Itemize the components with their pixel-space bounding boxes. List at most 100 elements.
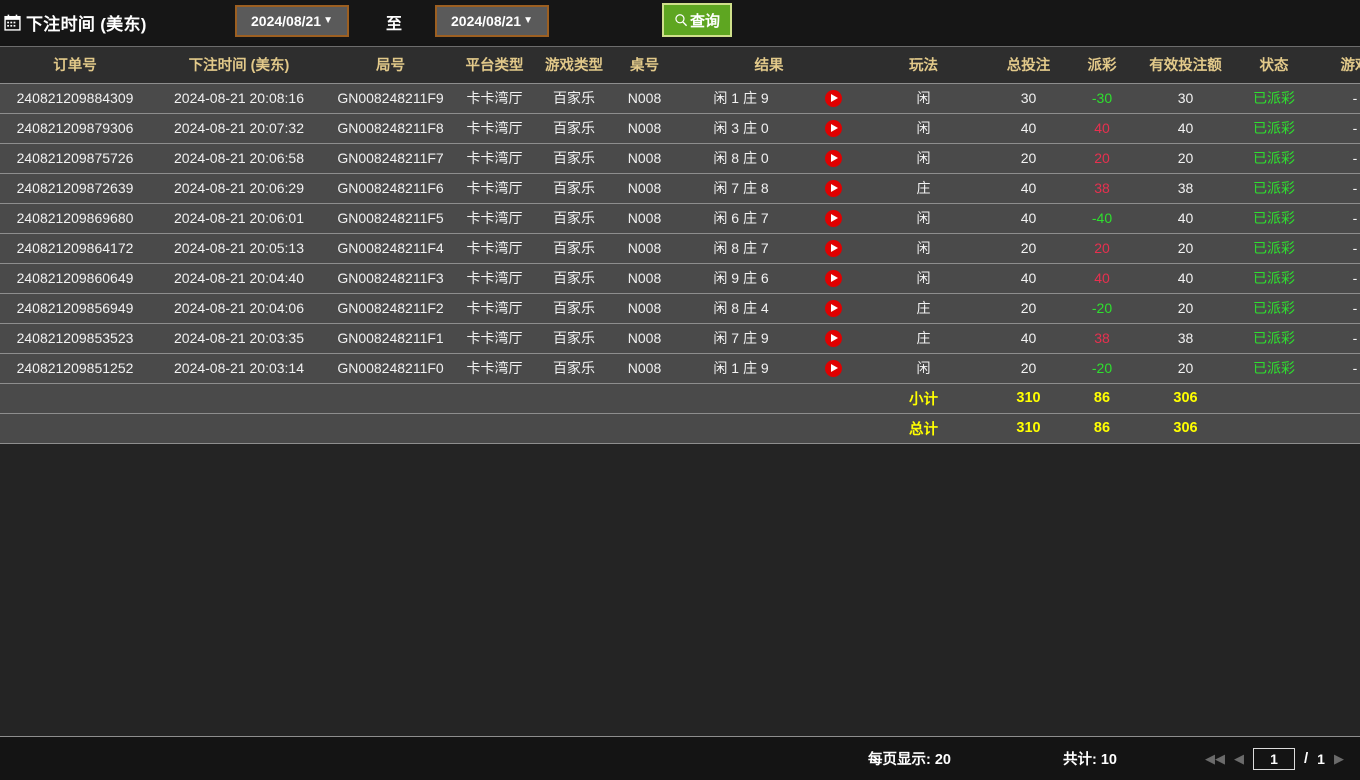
cell-order: 240821209879306 bbox=[0, 113, 150, 144]
cell-bet-time: 2024-08-21 20:03:14 bbox=[150, 353, 328, 384]
cell-bet-type: 闲 bbox=[861, 113, 986, 144]
cell-replay bbox=[805, 233, 861, 264]
cell-bet-time: 2024-08-21 20:04:06 bbox=[150, 293, 328, 324]
play-icon[interactable] bbox=[824, 359, 842, 377]
cell-platform: 卡卡湾厅 bbox=[453, 203, 536, 234]
table-header-row: 订单号 下注时间 (美东) 局号 平台类型 游戏类型 桌号 结果 玩法 总投注 … bbox=[0, 47, 1360, 84]
table-row[interactable]: 240821209856949 2024-08-21 20:04:06 GN0082… bbox=[0, 293, 1360, 324]
column-header-result[interactable]: 结果 bbox=[677, 47, 861, 84]
cell-replay bbox=[805, 143, 861, 174]
column-header-table-no[interactable]: 桌号 bbox=[612, 47, 677, 84]
play-icon[interactable] bbox=[824, 179, 842, 197]
table-row[interactable]: 240821209864172 2024-08-21 20:05:13 GN0082… bbox=[0, 233, 1360, 264]
cell-bet-type: 闲 bbox=[861, 203, 986, 234]
cell-bet-time: 2024-08-21 20:08:16 bbox=[150, 83, 328, 114]
cell-payout: -40 bbox=[1071, 203, 1133, 234]
table-row[interactable]: 240821209860649 2024-08-21 20:04:40 GN0082… bbox=[0, 263, 1360, 294]
cell-status: 已派彩 bbox=[1238, 113, 1310, 144]
table-row[interactable]: 240821209875726 2024-08-21 20:06:58 GN0082… bbox=[0, 143, 1360, 174]
play-icon[interactable] bbox=[824, 149, 842, 167]
cell-platform: 卡卡湾厅 bbox=[453, 293, 536, 324]
cell-total-bet: 40 bbox=[986, 263, 1071, 294]
cell-result: 闲 8 庄 7 bbox=[677, 233, 805, 264]
cell-valid-bet: 20 bbox=[1133, 143, 1238, 174]
cell-table-no: N008 bbox=[612, 203, 677, 234]
chevron-down-icon: ▼ bbox=[323, 15, 333, 26]
column-header-round[interactable]: 局号 bbox=[328, 47, 453, 84]
summary-valid-bet: 306 bbox=[1133, 383, 1238, 414]
cell-result: 闲 7 庄 9 bbox=[677, 323, 805, 354]
cell-bet-time: 2024-08-21 20:07:32 bbox=[150, 113, 328, 144]
cell-table-no: N008 bbox=[612, 353, 677, 384]
play-icon[interactable] bbox=[824, 269, 842, 287]
summary-row: 小计 310 86 306 bbox=[0, 383, 1360, 414]
summary-payout: 86 bbox=[1071, 413, 1133, 444]
page-input[interactable]: 1 bbox=[1253, 747, 1295, 770]
summary-spacer bbox=[453, 413, 536, 444]
date-to-picker[interactable]: 2024/08/21 ▼ bbox=[435, 5, 549, 37]
cell-bet-type: 闲 bbox=[861, 83, 986, 114]
summary-label: 总计 bbox=[861, 413, 986, 444]
cell-platform: 卡卡湾厅 bbox=[453, 143, 536, 174]
column-header-total-bet[interactable]: 总投注 bbox=[986, 47, 1071, 84]
summary-spacer bbox=[0, 413, 150, 444]
cell-total-bet: 30 bbox=[986, 83, 1071, 114]
play-icon[interactable] bbox=[824, 119, 842, 137]
column-header-bet-type[interactable]: 玩法 bbox=[861, 47, 986, 84]
table-row[interactable]: 240821209872639 2024-08-21 20:06:29 GN0082… bbox=[0, 173, 1360, 204]
cell-valid-bet: 40 bbox=[1133, 263, 1238, 294]
cell-payout: -20 bbox=[1071, 353, 1133, 384]
summary-row: 总计 310 86 306 bbox=[0, 413, 1360, 444]
first-page-icon[interactable]: ◀◀ bbox=[1205, 751, 1225, 766]
play-icon[interactable] bbox=[824, 299, 842, 317]
cell-replay bbox=[805, 83, 861, 114]
column-header-bet-time[interactable]: 下注时间 (美东) bbox=[150, 47, 328, 84]
cell-table-no: N008 bbox=[612, 323, 677, 354]
cell-order: 240821209872639 bbox=[0, 173, 150, 204]
column-header-status[interactable]: 状态 bbox=[1238, 47, 1310, 84]
column-header-order[interactable]: 订单号 bbox=[0, 47, 150, 84]
column-header-platform[interactable]: 平台类型 bbox=[453, 47, 536, 84]
play-icon[interactable] bbox=[824, 239, 842, 257]
play-icon[interactable] bbox=[824, 209, 842, 227]
cell-replay bbox=[805, 263, 861, 294]
table-row[interactable]: 240821209879306 2024-08-21 20:07:32 GN0082… bbox=[0, 113, 1360, 144]
cell-valid-bet: 20 bbox=[1133, 293, 1238, 324]
cell-game: - bbox=[1310, 203, 1360, 234]
cell-round: GN008248211F1 bbox=[328, 323, 453, 354]
cell-game-type: 百家乐 bbox=[536, 203, 612, 234]
cell-total-bet: 40 bbox=[986, 173, 1071, 204]
cell-valid-bet: 30 bbox=[1133, 83, 1238, 114]
cell-result: 闲 8 庄 4 bbox=[677, 293, 805, 324]
per-page-label: 每页显示: 20 bbox=[868, 752, 951, 768]
table-row[interactable]: 240821209853523 2024-08-21 20:03:35 GN0082… bbox=[0, 323, 1360, 354]
summary-spacer bbox=[150, 413, 328, 444]
cell-valid-bet: 40 bbox=[1133, 113, 1238, 144]
column-header-game-type[interactable]: 游戏类型 bbox=[536, 47, 612, 84]
summary-spacer bbox=[612, 413, 677, 444]
query-button[interactable]: 查询 bbox=[662, 3, 732, 37]
cell-payout: -20 bbox=[1071, 293, 1133, 324]
table-row[interactable]: 240821209851252 2024-08-21 20:03:14 GN0082… bbox=[0, 353, 1360, 384]
cell-total-bet: 20 bbox=[986, 293, 1071, 324]
column-header-game[interactable]: 游戏 bbox=[1310, 47, 1360, 84]
cell-valid-bet: 20 bbox=[1133, 233, 1238, 264]
next-page-icon[interactable]: ▶ bbox=[1333, 751, 1344, 766]
cell-game-type: 百家乐 bbox=[536, 113, 612, 144]
cell-bet-time: 2024-08-21 20:05:13 bbox=[150, 233, 328, 264]
date-from-picker[interactable]: 2024/08/21 ▼ bbox=[235, 5, 349, 37]
cell-table-no: N008 bbox=[612, 233, 677, 264]
table-row[interactable]: 240821209884309 2024-08-21 20:08:16 GN0082… bbox=[0, 83, 1360, 114]
cell-platform: 卡卡湾厅 bbox=[453, 233, 536, 264]
cell-game: - bbox=[1310, 173, 1360, 204]
table-row[interactable]: 240821209869680 2024-08-21 20:06:01 GN0082… bbox=[0, 203, 1360, 234]
column-header-valid-bet[interactable]: 有效投注额 bbox=[1133, 47, 1238, 84]
cell-payout: 40 bbox=[1071, 263, 1133, 294]
records-table: 订单号 下注时间 (美东) 局号 平台类型 游戏类型 桌号 结果 玩法 总投注 … bbox=[0, 47, 1360, 444]
cell-bet-type: 闲 bbox=[861, 233, 986, 264]
column-header-payout[interactable]: 派彩 bbox=[1071, 47, 1133, 84]
play-icon[interactable] bbox=[824, 89, 842, 107]
prev-page-icon[interactable]: ◀ bbox=[1234, 751, 1244, 766]
cell-game-type: 百家乐 bbox=[536, 143, 612, 174]
play-icon[interactable] bbox=[824, 329, 842, 347]
